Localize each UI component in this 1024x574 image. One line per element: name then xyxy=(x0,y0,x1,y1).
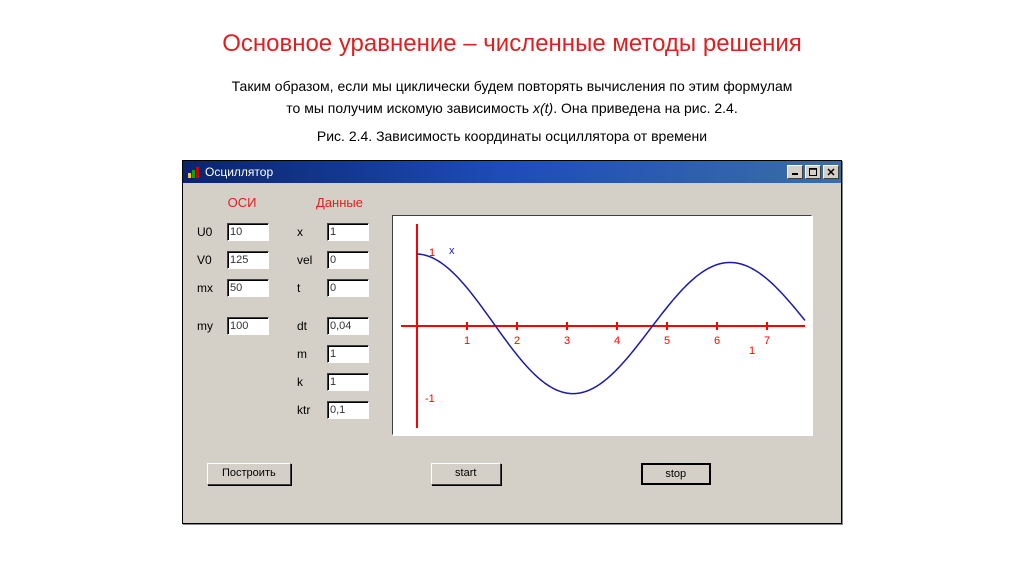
stop-button[interactable]: stop xyxy=(641,463,711,485)
description-line2-suffix: . Она приведена на рис. 2.4. xyxy=(553,100,738,116)
field-ktr: ktr 0,1 xyxy=(297,399,382,421)
field-dt: dt 0,04 xyxy=(297,315,382,337)
window-title: Осциллятор xyxy=(205,165,787,179)
minimize-button[interactable] xyxy=(787,165,803,179)
description-line2: то мы получим искомую зависимость x(t). … xyxy=(152,100,872,116)
label-ktr: ktr xyxy=(297,403,327,417)
field-vel: vel 0 xyxy=(297,249,382,271)
window-body: ОСИ U0 10 V0 125 mx 50 my 100 xyxy=(183,183,841,523)
titlebar[interactable]: Осциллятор xyxy=(183,161,841,183)
label-mx: mx xyxy=(197,281,227,295)
description-line2-em: x(t) xyxy=(533,100,553,116)
label-m: m xyxy=(297,347,327,361)
label-k: k xyxy=(297,375,327,389)
label-t: t xyxy=(297,281,327,295)
input-u0[interactable]: 10 xyxy=(227,223,269,241)
input-my[interactable]: 100 xyxy=(227,317,269,335)
svg-text:4: 4 xyxy=(614,335,620,347)
app-icon xyxy=(187,165,201,179)
start-button[interactable]: start xyxy=(431,463,501,485)
svg-text:x: x xyxy=(449,245,455,257)
input-ktr[interactable]: 0,1 xyxy=(327,401,369,419)
app-window: Осциллятор ОСИ U0 10 V0 125 mx xyxy=(182,160,842,524)
input-m[interactable]: 1 xyxy=(327,345,369,363)
svg-text:5: 5 xyxy=(664,335,670,347)
osci-column: ОСИ U0 10 V0 125 mx 50 my 100 xyxy=(197,195,287,435)
data-column: Данные x 1 vel 0 t 0 dt 0,04 xyxy=(297,195,382,435)
label-my: my xyxy=(197,319,227,333)
osci-header: ОСИ xyxy=(197,195,287,215)
field-mx: mx 50 xyxy=(197,277,287,299)
page-title: Основное уравнение – численные методы ре… xyxy=(40,30,984,58)
description-line2-prefix: то мы получим искомую зависимость xyxy=(286,100,533,116)
field-t: t 0 xyxy=(297,277,382,299)
oscillator-chart: 12345671-1x1 xyxy=(392,215,812,435)
field-m: m 1 xyxy=(297,343,382,365)
svg-text:6: 6 xyxy=(714,335,720,347)
field-my: my 100 xyxy=(197,315,287,337)
input-dt[interactable]: 0,04 xyxy=(327,317,369,335)
input-vel[interactable]: 0 xyxy=(327,251,369,269)
svg-text:1: 1 xyxy=(464,335,470,347)
input-t[interactable]: 0 xyxy=(327,279,369,297)
svg-text:3: 3 xyxy=(564,335,570,347)
input-v0[interactable]: 125 xyxy=(227,251,269,269)
field-u0: U0 10 xyxy=(197,221,287,243)
field-x: x 1 xyxy=(297,221,382,243)
data-header: Данные xyxy=(297,195,382,215)
svg-text:2: 2 xyxy=(514,335,520,347)
maximize-button[interactable] xyxy=(805,165,821,179)
label-x: x xyxy=(297,225,327,239)
figure-caption: Рис. 2.4. Зависимость координаты осцилля… xyxy=(40,128,984,144)
input-x[interactable]: 1 xyxy=(327,223,369,241)
field-v0: V0 125 xyxy=(197,249,287,271)
close-button[interactable] xyxy=(823,165,839,179)
build-button[interactable]: Построить xyxy=(207,463,291,485)
input-k[interactable]: 1 xyxy=(327,373,369,391)
label-v0: V0 xyxy=(197,253,227,267)
label-dt: dt xyxy=(297,319,327,333)
description-line1: Таким образом, если мы циклически будем … xyxy=(152,78,872,94)
svg-text:-1: -1 xyxy=(425,393,435,405)
svg-text:7: 7 xyxy=(764,335,770,347)
window-controls xyxy=(787,165,839,179)
svg-text:1: 1 xyxy=(749,345,755,357)
input-mx[interactable]: 50 xyxy=(227,279,269,297)
label-vel: vel xyxy=(297,253,327,267)
button-row: Построить start stop xyxy=(197,463,827,485)
field-k: k 1 xyxy=(297,371,382,393)
chart-svg: 12345671-1x1 xyxy=(393,216,813,436)
label-u0: U0 xyxy=(197,225,227,239)
